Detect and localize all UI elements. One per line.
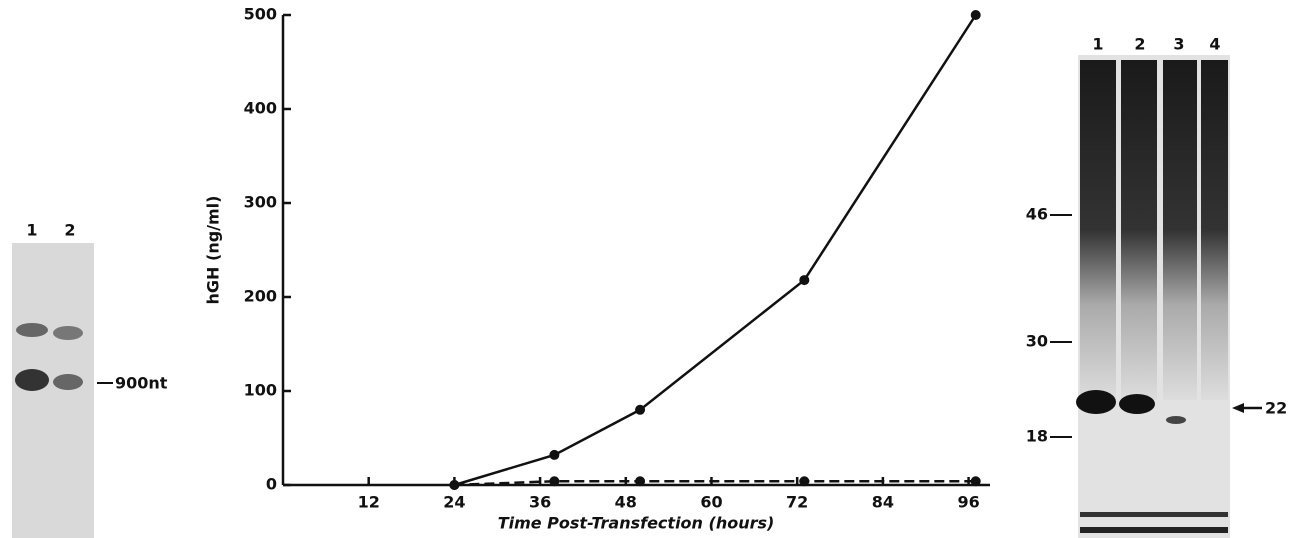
marker-label: 18 (1026, 427, 1048, 446)
y-tick-label: 400 (244, 99, 277, 118)
lane-label: 1 (26, 221, 37, 240)
y-tick-label: 100 (244, 381, 277, 400)
y-tick-label: 200 (244, 287, 277, 306)
lane (1163, 60, 1197, 400)
marker-label: 46 (1026, 205, 1048, 224)
band (53, 326, 83, 340)
data-point (549, 449, 560, 460)
band (1119, 394, 1155, 414)
band (53, 374, 83, 390)
x-tick-label: 12 (358, 493, 380, 512)
x-tick-label: 36 (529, 493, 551, 512)
data-point (799, 476, 810, 487)
marker-label: 30 (1026, 332, 1048, 351)
x-tick-label: 96 (957, 493, 979, 512)
lane (1080, 60, 1116, 400)
data-point (635, 404, 646, 415)
band (1076, 390, 1116, 414)
band (1080, 512, 1228, 517)
marker-label: 900nt (115, 374, 168, 393)
y-tick-label: 0 (266, 475, 277, 494)
lane (1121, 60, 1157, 400)
y-tick-label: 500 (244, 5, 277, 24)
data-point (449, 480, 460, 490)
arrow-label: 22 (1265, 399, 1287, 418)
x-axis-label: Time Post-Transfection (hours) (498, 514, 775, 533)
x-tick-label: 24 (443, 493, 465, 512)
y-axis-label: hGH (ng/ml) (204, 196, 223, 305)
lane-label: 2 (64, 221, 75, 240)
gel-background (12, 243, 94, 538)
band (15, 369, 49, 391)
lane (1201, 60, 1228, 400)
lane-label: 3 (1173, 35, 1184, 54)
lane-label: 2 (1134, 35, 1145, 54)
x-tick-label: 60 (700, 493, 722, 512)
y-tick-label: 300 (244, 193, 277, 212)
data-point (799, 275, 810, 286)
data-point (635, 476, 646, 487)
arrow-head (1232, 403, 1244, 413)
right-gel: 1 2 3 4 46 30 18 22 (1026, 35, 1287, 538)
data-point (970, 476, 981, 487)
band (16, 323, 48, 337)
lane-label: 1 (1092, 35, 1103, 54)
data-point (970, 10, 981, 20)
line-chart: hGH (ng/ml) Time Post-Transfection (hour… (204, 5, 990, 533)
x-tick-label: 48 (615, 493, 637, 512)
x-tick-label: 72 (786, 493, 808, 512)
band (1166, 416, 1186, 424)
lane-label: 4 (1209, 35, 1220, 54)
series-line (454, 14, 977, 487)
left-gel: 1 2 900nt (12, 221, 168, 538)
x-tick-label: 84 (872, 493, 894, 512)
data-point (549, 476, 560, 487)
band (1080, 527, 1228, 533)
